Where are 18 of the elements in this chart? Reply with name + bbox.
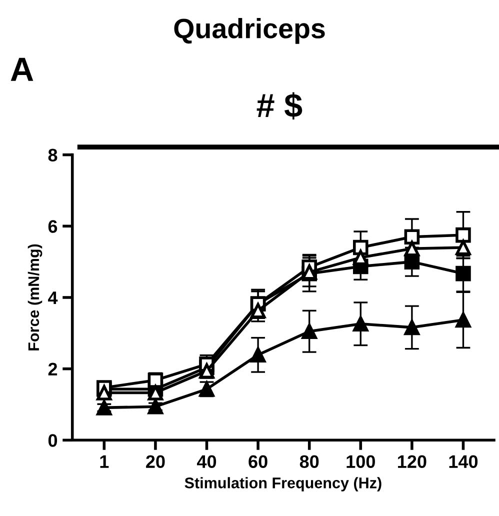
y-tick-label: 4 — [48, 292, 58, 304]
y-tick-label: 0 — [48, 434, 58, 447]
text: # $ — [256, 92, 302, 120]
text: A — [10, 58, 34, 81]
x-tick-label: 20 — [146, 455, 165, 468]
x-tick-label: 120 — [398, 455, 426, 468]
y-tick-label: 6 — [48, 220, 58, 233]
x-tick-label: 60 — [248, 455, 268, 468]
chart-title: Quadriceps — [174, 18, 325, 44]
x-tick-label: 1 — [100, 455, 109, 468]
y-axis-title: Force (mN/mg) — [28, 244, 42, 350]
x-tick-label: 140 — [449, 455, 478, 468]
y-tick-label: 8 — [48, 148, 58, 162]
x-tick-label: 40 — [196, 455, 216, 468]
x-axis-title: Stimulation Frequency (Hz) — [184, 477, 382, 492]
x-tick-label: 100 — [346, 455, 375, 468]
x-tick-label: 80 — [300, 455, 319, 468]
y-tick-label: 2 — [48, 362, 58, 376]
